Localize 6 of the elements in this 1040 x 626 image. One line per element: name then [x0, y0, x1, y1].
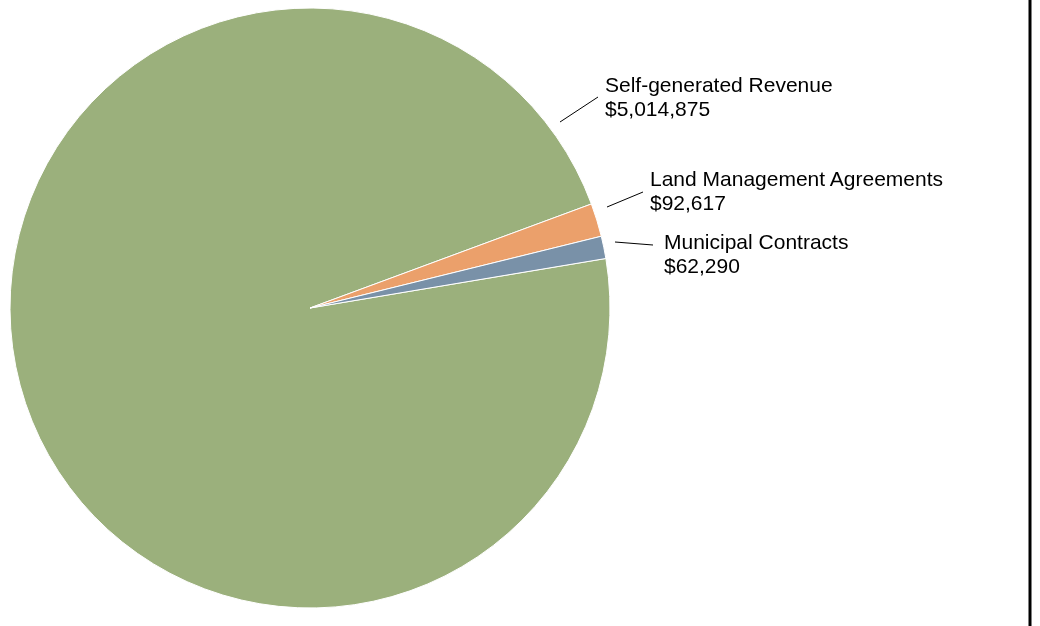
data-label: $62,290 [664, 254, 740, 278]
slice-label: Self-generated Revenue [605, 73, 833, 96]
data-label: $5,014,875 [605, 97, 711, 121]
data-label: $92,617 [650, 191, 726, 215]
slice-label: Municipal Contracts [664, 230, 849, 253]
slice-label: Land Management Agreements [650, 167, 944, 190]
